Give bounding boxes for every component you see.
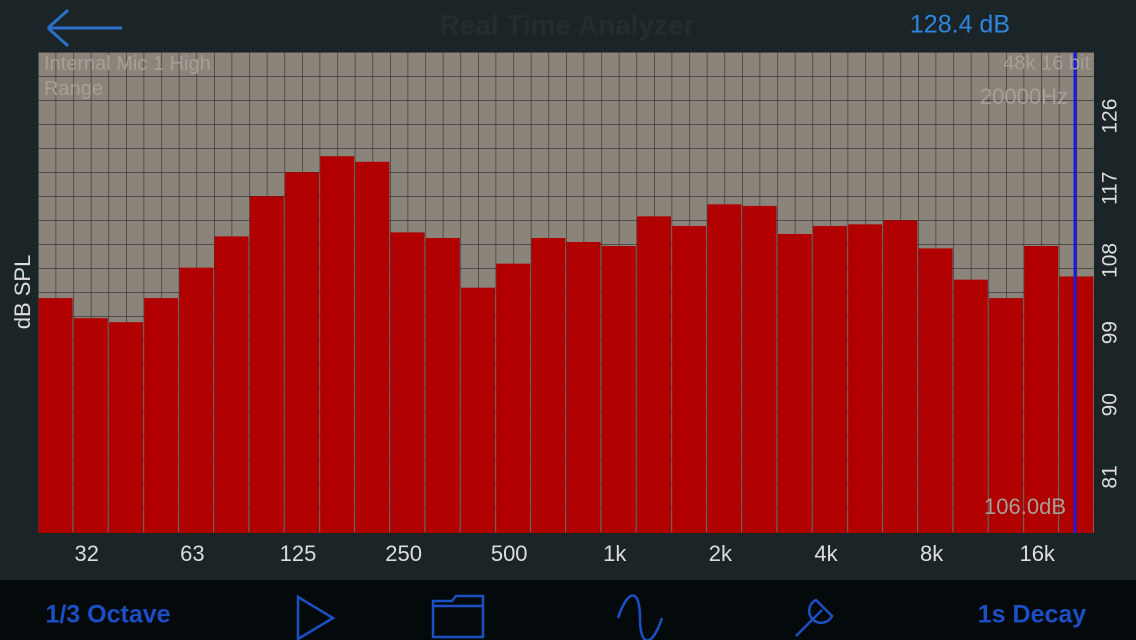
bar [214,236,249,533]
x-tick-label: 63 [180,541,204,566]
bar [707,204,742,534]
bar [461,287,495,533]
play-button[interactable] [296,594,336,640]
x-tick-label: 2k [709,541,733,566]
x-tick-label: 4k [814,541,838,566]
folder-button[interactable] [431,594,485,639]
bar [637,216,671,533]
y-tick-label: 126 [1099,99,1122,134]
bar [672,225,707,533]
bar [496,263,531,533]
bar [144,298,179,533]
x-tick-label: 250 [385,541,422,566]
y-axis-label: dB SPL [10,255,35,330]
settings-button[interactable] [795,598,834,637]
decay-button[interactable]: 1s Decay [978,601,1087,629]
bar [989,298,1023,533]
bar [390,232,425,533]
bar [73,318,108,533]
screen-title: Real Time Analyzer [439,9,694,40]
bar [883,220,918,533]
bar [566,241,601,533]
bar [1024,246,1059,533]
x-tick-label: 16k [1019,541,1055,566]
signal-button[interactable] [616,594,664,640]
bar [953,279,988,533]
sample-format: 48k 16 bit [1003,52,1090,74]
resolution-button[interactable]: 1/3 Octave [45,601,170,629]
bar [285,172,319,533]
y-tick-label: 99 [1099,321,1122,344]
x-tick-label: 32 [75,541,99,566]
y-tick-label: 81 [1099,465,1122,488]
bar [249,196,284,534]
bar [813,225,847,533]
x-tick-label: 125 [280,541,317,566]
bar [742,205,777,534]
plot-area [38,52,1094,533]
y-tick-label: 108 [1099,243,1122,278]
cursor-frequency: 20000Hz [980,84,1068,109]
bar [425,237,460,533]
peak-level: 128.4 dB [910,11,1010,39]
bar [601,246,636,533]
bar [777,233,812,533]
bar [38,298,73,533]
bar [848,224,883,533]
bar [531,237,566,533]
bar [355,161,390,533]
source-box: Internal Mic 1 High Range [44,53,211,100]
y-tick-label: 117 [1099,172,1122,205]
x-tick-label: 500 [491,541,528,566]
bar [179,267,214,533]
y-tick-label: 90 [1099,393,1122,416]
toolbar [0,580,1136,640]
bar [109,322,143,533]
input-source: Internal Mic 1 High Range [44,53,211,100]
value-label: 106.0dB [984,494,1066,519]
bar [320,156,355,533]
x-tick-label: 8k [920,541,944,566]
back-button[interactable] [46,8,122,48]
x-tick-label: 1k [603,541,627,566]
bar [918,248,953,534]
